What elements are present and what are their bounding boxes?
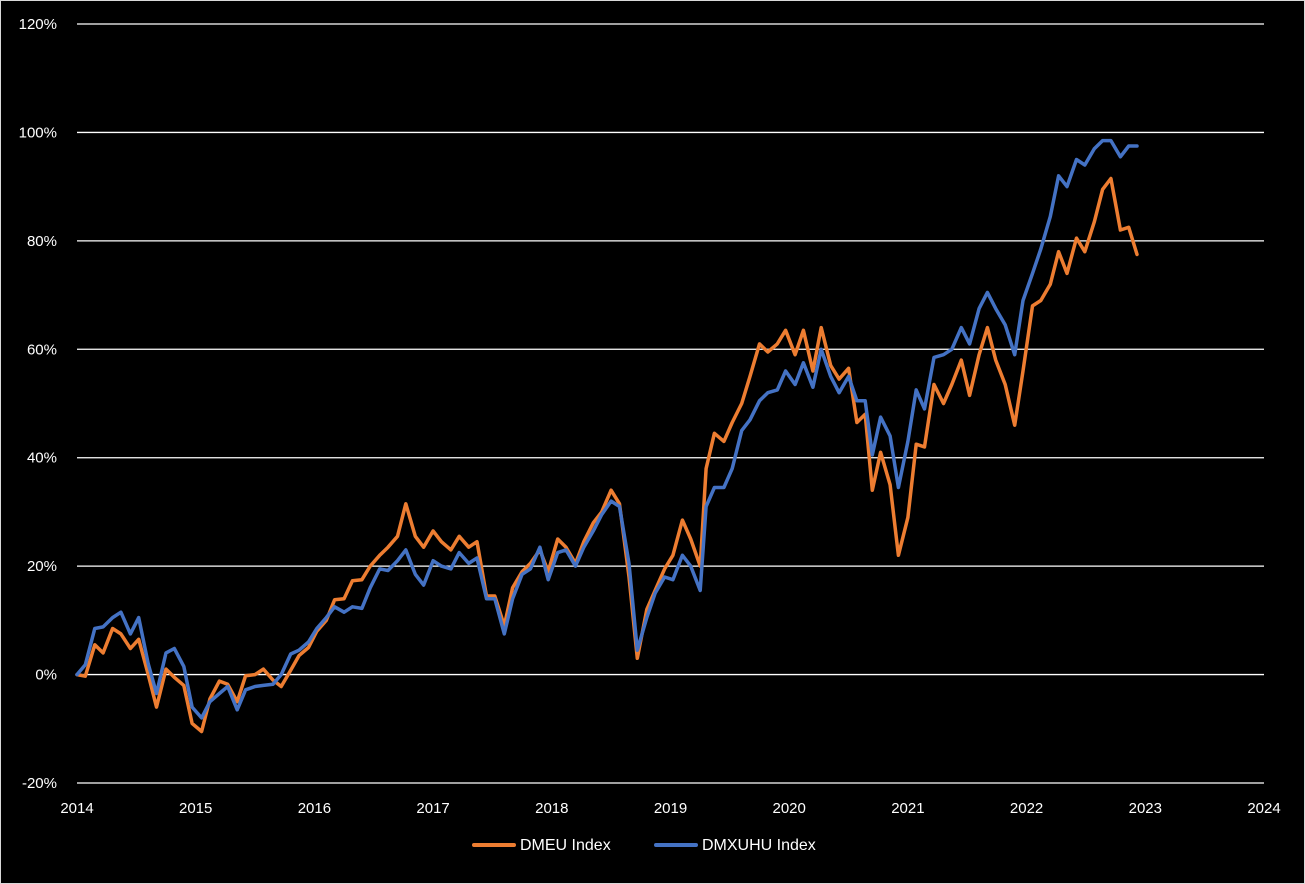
gridlines <box>77 23 1264 784</box>
legend-label: DMXUHU Index <box>702 837 816 854</box>
x-tick-label: 2018 <box>535 800 568 817</box>
legend: DMEU Index DMXUHU Index <box>472 837 816 854</box>
y-tick-label: 0% <box>35 667 57 684</box>
x-tick-label: 2014 <box>60 800 93 817</box>
y-tick-label: -20% <box>22 775 57 792</box>
x-tick-label: 2023 <box>1129 800 1162 817</box>
x-tick-label: 2022 <box>1010 800 1043 817</box>
y-tick-label: 80% <box>27 233 57 250</box>
y-tick-label: 20% <box>27 558 57 575</box>
y-axis-tick-labels: -20% 0% 20% 40% 60% 80% 100% 120% <box>19 16 57 792</box>
series-line-dmeu-index <box>75 176 1139 734</box>
x-tick-label: 2015 <box>179 800 212 817</box>
y-tick-label: 60% <box>27 341 57 358</box>
legend-label: DMEU Index <box>520 837 611 854</box>
x-tick-label: 2017 <box>416 800 449 817</box>
series-line-dmxuhu-index <box>75 138 1139 720</box>
x-tick-label: 2016 <box>298 800 331 817</box>
x-tick-label: 2024 <box>1247 800 1280 817</box>
x-tick-label: 2020 <box>773 800 806 817</box>
x-tick-label: 2021 <box>891 800 924 817</box>
y-tick-label: 40% <box>27 450 57 467</box>
x-tick-label: 2019 <box>654 800 687 817</box>
x-axis-tick-labels: 2014 2015 2016 2017 2018 2019 2020 2021 2022 2023… <box>60 800 1280 817</box>
series-lines <box>75 138 1139 734</box>
y-tick-label: 100% <box>19 124 57 141</box>
y-tick-label: 120% <box>19 16 57 33</box>
